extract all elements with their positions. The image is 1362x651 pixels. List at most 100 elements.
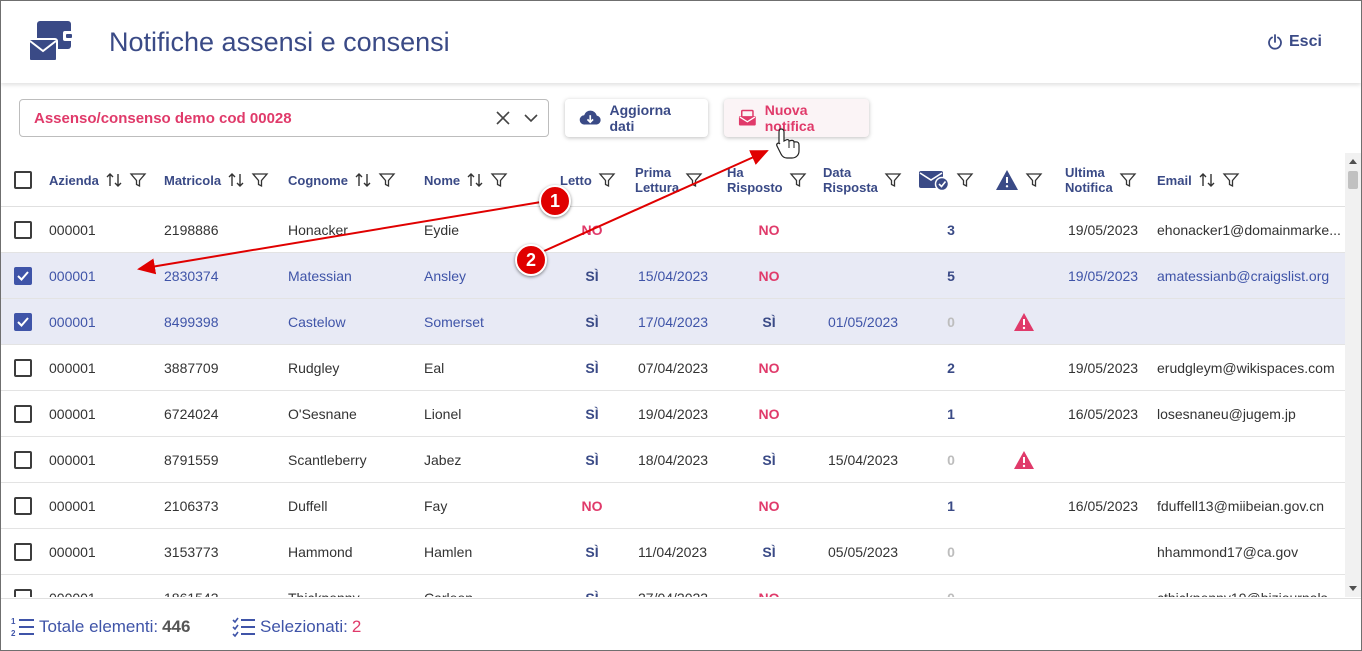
table-row[interactable]: 000001 1861543 Thickpenny Carleen SÌ 27/04/20… xyxy=(1,575,1345,597)
cell-ha-risposto: SÌ xyxy=(762,544,776,560)
chevron-down-icon[interactable] xyxy=(522,109,540,127)
table-row[interactable]: 000001 2106373 Duffell Fay NO NO 1 16/05/2023 fd… xyxy=(1,483,1345,529)
cell-count: 1 xyxy=(947,498,955,514)
filter-icon[interactable] xyxy=(1119,171,1137,189)
filter-icon[interactable] xyxy=(1222,171,1240,189)
cell-data-risposta: 15/04/2023 xyxy=(828,452,899,468)
cell-matricola: 1861543 xyxy=(164,575,274,597)
filter-icon[interactable] xyxy=(251,171,269,189)
cell-azienda: 000001 xyxy=(49,268,96,284)
col-data-risposta[interactable]: Data Risposta xyxy=(823,153,902,207)
row-checkbox[interactable] xyxy=(14,267,32,285)
cell-azienda: 000001 xyxy=(49,360,96,376)
col-warning[interactable] xyxy=(995,153,1043,207)
table-row[interactable]: 000001 6724024 O'Sesnane Lionel SÌ 19/04/2023… xyxy=(1,391,1345,437)
cloud-download-icon xyxy=(579,110,601,125)
col-azienda[interactable]: Azienda xyxy=(49,153,147,207)
col-nome-label: Nome xyxy=(424,172,461,188)
vertical-scrollbar[interactable] xyxy=(1345,153,1361,597)
filter-icon[interactable] xyxy=(490,171,508,189)
cell-ultima-notifica: 19/05/2023 xyxy=(1068,268,1139,284)
col-nome[interactable]: Nome xyxy=(424,153,508,207)
row-checkbox[interactable] xyxy=(14,405,32,423)
assent-select[interactable]: Assenso/consenso demo cod 00028 xyxy=(19,99,549,137)
numbered-list-icon: 1 2 xyxy=(11,617,34,638)
sort-icon[interactable] xyxy=(227,171,245,189)
sort-icon[interactable] xyxy=(466,171,484,189)
sort-icon[interactable] xyxy=(1198,171,1216,189)
cell-ultima-notifica: 19/05/2023 xyxy=(1068,360,1139,376)
cell-azienda: 000001 xyxy=(49,406,96,422)
cell-ha-risposto: NO xyxy=(758,268,780,284)
table-row[interactable]: 000001 8499398 Castelow Somerset SÌ 17/04/202… xyxy=(1,299,1345,345)
row-checkbox[interactable] xyxy=(14,589,32,597)
filter-icon[interactable] xyxy=(685,171,703,189)
col-azienda-label: Azienda xyxy=(49,172,99,188)
cell-ha-risposto: SÌ xyxy=(762,314,776,330)
cell-cognome: O'Sesnane xyxy=(288,406,357,422)
refresh-data-label: Aggiorna dati xyxy=(609,102,671,134)
cell-ha-risposto: SÌ xyxy=(762,452,776,468)
col-cognome[interactable]: Cognome xyxy=(288,153,396,207)
row-checkbox[interactable] xyxy=(14,451,32,469)
cell-cognome: Honacker xyxy=(288,222,348,238)
col-matricola[interactable]: Matricola xyxy=(164,153,269,207)
cell-letto: NO xyxy=(581,498,603,514)
notifications-table: Azienda Matricola Cognome Nome Letto xyxy=(1,153,1345,597)
cell-ha-risposto: NO xyxy=(758,498,780,514)
clear-icon[interactable] xyxy=(494,109,512,127)
col-prima-lettura[interactable]: Prima Lettura xyxy=(635,153,703,207)
row-checkbox[interactable] xyxy=(14,497,32,515)
filter-icon[interactable] xyxy=(129,171,147,189)
cell-nome: Fay xyxy=(424,498,448,514)
cell-email: fduffell13@miibeian.gov.cn xyxy=(1157,498,1325,514)
sort-icon[interactable] xyxy=(105,171,123,189)
filter-icon[interactable] xyxy=(956,171,974,189)
filter-icon[interactable] xyxy=(598,171,616,189)
select-all-checkbox[interactable] xyxy=(14,171,32,189)
power-icon xyxy=(1268,34,1282,50)
logout-button[interactable]: Esci xyxy=(1267,33,1322,51)
col-email[interactable]: Email xyxy=(1157,153,1240,207)
row-checkbox[interactable] xyxy=(14,543,32,561)
row-checkbox[interactable] xyxy=(14,359,32,377)
cell-letto: SÌ xyxy=(576,575,608,597)
cell-ultima-notifica: 19/05/2023 xyxy=(1068,222,1139,238)
col-notifications-sent[interactable] xyxy=(918,153,974,207)
cell-nome: Eal xyxy=(424,360,445,376)
table-row[interactable]: 000001 2830374 Matessian Ansley SÌ 15/04/2023… xyxy=(1,253,1345,299)
cell-letto: SÌ xyxy=(585,406,599,422)
filter-icon[interactable] xyxy=(884,171,902,189)
warning-icon xyxy=(996,170,1018,190)
cell-count: 2 xyxy=(947,360,955,376)
scroll-down-icon[interactable] xyxy=(1349,586,1357,591)
col-ha-risposto[interactable]: Ha Risposto xyxy=(727,153,807,207)
selected-label: Selezionati: xyxy=(260,617,348,636)
row-checkbox[interactable] xyxy=(14,221,32,239)
cell-ha-risposto: NO xyxy=(758,360,780,376)
cell-email: ehonacker1@domainmarke... xyxy=(1157,222,1341,238)
filter-icon[interactable] xyxy=(1025,171,1043,189)
table-row[interactable]: 000001 3887709 Rudgley Eal SÌ 07/04/2023 NO 2 19… xyxy=(1,345,1345,391)
table-row[interactable]: 000001 8791559 Scantleberry Jabez SÌ 18/04/20… xyxy=(1,437,1345,483)
cell-prima-lettura: 18/04/2023 xyxy=(638,452,709,468)
cell-ultima-notifica: 16/05/2023 xyxy=(1068,498,1139,514)
scroll-thumb[interactable] xyxy=(1348,171,1358,189)
col-ultima-notifica[interactable]: Ultima Notifica xyxy=(1065,153,1137,207)
warning-icon xyxy=(1014,451,1034,469)
checklist-icon xyxy=(232,617,255,638)
filter-icon[interactable] xyxy=(789,171,807,189)
scroll-up-icon[interactable] xyxy=(1349,159,1357,164)
cell-prima-lettura: 19/04/2023 xyxy=(638,406,709,422)
table-row[interactable]: 000001 2198886 Honacker Eydie NO NO 3 19/05/202… xyxy=(1,207,1345,253)
checkmark-icon xyxy=(17,317,29,327)
cell-count: 1 xyxy=(947,406,955,422)
row-checkbox[interactable] xyxy=(14,313,32,331)
table-row[interactable]: 000001 3153773 Hammond Hamlen SÌ 11/04/2023 SÌ… xyxy=(1,529,1345,575)
refresh-data-button[interactable]: Aggiorna dati xyxy=(565,99,708,137)
cell-ultima-notifica xyxy=(1068,437,1150,483)
sort-icon[interactable] xyxy=(354,171,372,189)
new-notification-button[interactable]: Nuova notifica xyxy=(724,99,869,137)
filter-icon[interactable] xyxy=(378,171,396,189)
